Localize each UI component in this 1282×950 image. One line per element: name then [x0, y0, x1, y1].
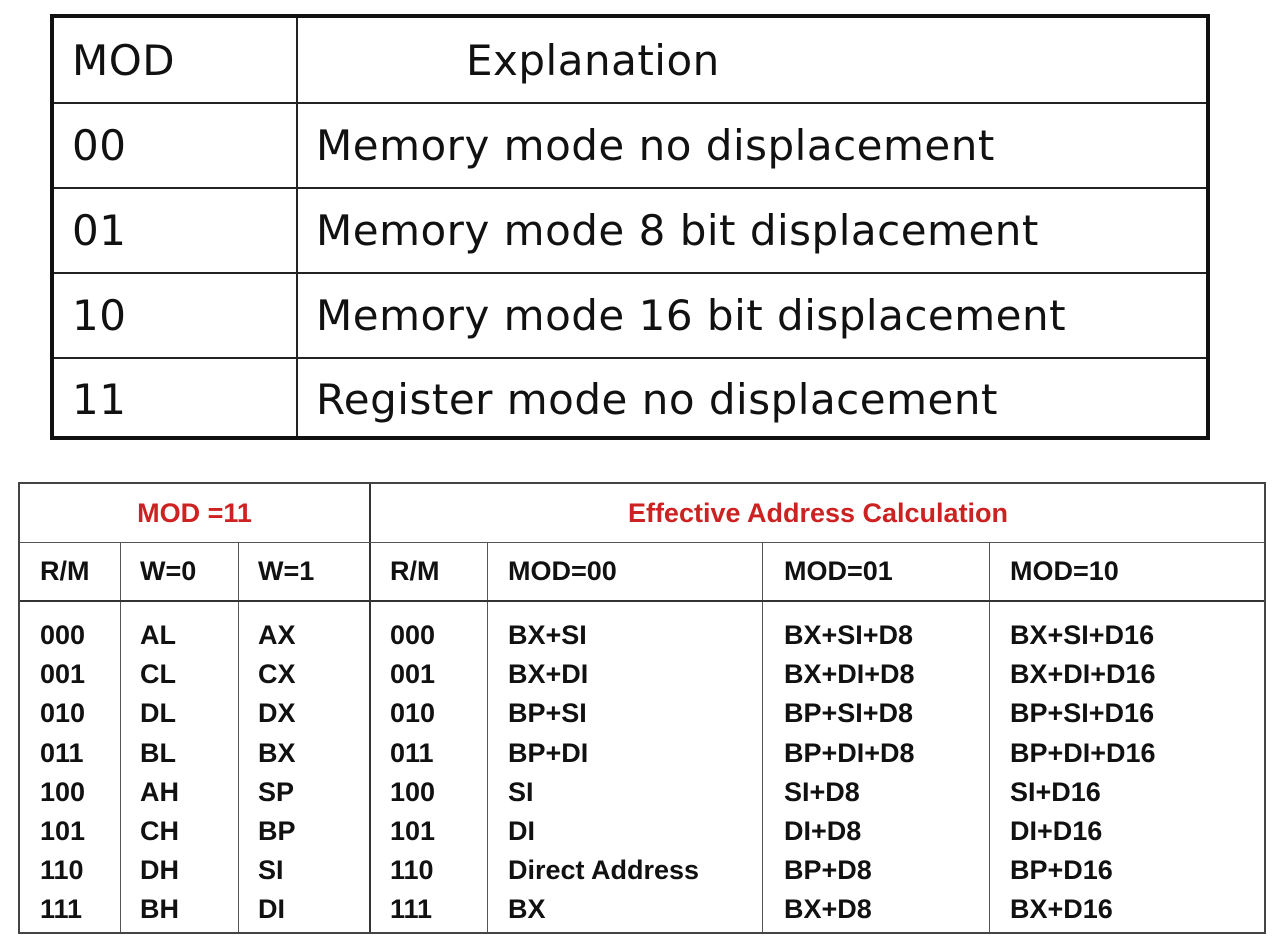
address-formula: BX+D16	[1010, 894, 1113, 925]
mod-header: MOD	[72, 35, 176, 85]
address-formula: BX+SI	[508, 620, 587, 650]
address-formula: BP+DI	[508, 737, 589, 768]
address-formula: DI+D16	[1010, 815, 1103, 846]
byte-register: BL	[140, 737, 176, 768]
mod-value: 00	[72, 121, 127, 170]
address-formula: SI+D16	[1010, 776, 1101, 807]
address-formula: BP+D16	[1010, 855, 1113, 886]
mod-table-row: 11 Register mode no displacement	[54, 357, 1206, 440]
word-register: SI	[258, 855, 284, 886]
rm-code: 000	[390, 620, 436, 650]
w1-column: AX CX DX BX SP BP SI DI	[258, 616, 296, 930]
rm-left-header: R/M	[40, 555, 90, 586]
mod01-column: BX+SI+D8 BX+DI+D8 BP+SI+D8 BP+DI+D8 SI+D…	[784, 616, 915, 930]
rm-code: 111	[40, 894, 83, 925]
byte-register: DL	[140, 698, 176, 729]
address-formula: DI+D8	[784, 815, 862, 846]
address-formula: BX+SI+D16	[1010, 620, 1155, 650]
rm-code: 001	[40, 659, 86, 690]
register-mode-header: MOD =11	[137, 497, 252, 528]
w0-header: W=0	[140, 555, 197, 586]
mod10-header: MOD=10	[1010, 555, 1119, 586]
group-divider	[369, 484, 371, 932]
address-formula: BX+SI+D8	[784, 620, 914, 650]
mod01-header: MOD=01	[784, 555, 893, 586]
mod-value: 10	[72, 291, 127, 340]
address-formula: BX+DI+D8	[784, 659, 915, 690]
address-formula: DI	[508, 815, 535, 846]
word-register: AX	[258, 620, 296, 650]
mod-explanation-table: MOD Explanation 00 Memory mode no displa…	[50, 14, 1210, 440]
column-divider	[762, 542, 763, 932]
word-register: SP	[258, 776, 295, 807]
mod-value: 11	[72, 375, 127, 424]
rm-code: 000	[40, 620, 86, 650]
rm-code: 101	[390, 815, 436, 846]
word-register: DI	[258, 894, 285, 925]
row-divider	[20, 542, 1264, 543]
header-row-divider	[20, 600, 1264, 602]
byte-register: CL	[140, 659, 176, 690]
rm-code: 001	[390, 659, 436, 690]
address-formula: SI	[508, 776, 534, 807]
column-divider	[120, 542, 121, 932]
address-formula: BX	[508, 894, 546, 925]
rm-code: 011	[40, 737, 84, 768]
byte-register: CH	[140, 815, 179, 846]
explanation-header: Explanation	[466, 35, 720, 85]
mod-explanation: Memory mode 16 bit displacement	[316, 291, 1067, 340]
effective-address-table: MOD =11 Effective Address Calculation R/…	[18, 482, 1266, 934]
address-formula: BX+DI+D16	[1010, 659, 1156, 690]
mod-column-divider	[296, 18, 298, 436]
rm-code: 100	[40, 776, 86, 807]
mod-explanation: Register mode no displacement	[316, 375, 998, 424]
rm-code: 110	[390, 855, 434, 886]
rm-code: 011	[390, 737, 434, 768]
rm-code: 110	[40, 855, 84, 886]
column-divider	[487, 542, 488, 932]
mod-explanation: Memory mode no displacement	[316, 121, 995, 170]
mod-table-row: 00 Memory mode no displacement	[54, 102, 1206, 187]
rm-code: 100	[390, 776, 436, 807]
mod00-column: BX+SI BX+DI BP+SI BP+DI SI DI Direct Add…	[508, 616, 699, 930]
mod-table-header-row: MOD Explanation	[54, 18, 1206, 102]
word-register: CX	[258, 659, 296, 690]
address-formula: BP+SI+D16	[1010, 698, 1155, 729]
column-divider	[238, 542, 239, 932]
address-formula: Direct Address	[508, 855, 700, 886]
address-formula: BP+SI	[508, 698, 587, 729]
word-register: DX	[258, 698, 296, 729]
mod-table-row: 01 Memory mode 8 bit displacement	[54, 187, 1206, 272]
rm-code: 101	[40, 815, 86, 846]
word-register: BX	[258, 737, 296, 768]
mod10-column: BX+SI+D16 BX+DI+D16 BP+SI+D16 BP+DI+D16 …	[1010, 616, 1156, 930]
address-formula: BP+DI+D16	[1010, 737, 1156, 768]
mod-explanation: Memory mode 8 bit displacement	[316, 206, 1039, 255]
address-formula: BP+DI+D8	[784, 737, 915, 768]
effective-address-header: Effective Address Calculation	[627, 497, 1009, 528]
w0-column: AL CL DL BL AH CH DH BH	[140, 616, 179, 930]
rm-code: 010	[40, 698, 86, 729]
address-formula: BX+DI	[508, 659, 589, 690]
rm-code: 111	[390, 894, 433, 925]
byte-register: BH	[140, 894, 179, 925]
rm-left-column: 000 001 010 011 100 101 110 111	[40, 616, 85, 930]
rm-code: 010	[390, 698, 436, 729]
address-formula: SI+D8	[784, 776, 860, 807]
address-formula: BP+SI+D8	[784, 698, 914, 729]
word-register: BP	[258, 815, 296, 846]
rm-right-column: 000 001 010 011 100 101 110 111	[390, 616, 435, 930]
w1-header: W=1	[258, 555, 315, 586]
byte-register: DH	[140, 855, 179, 886]
mod00-header: MOD=00	[508, 555, 617, 586]
column-divider	[989, 542, 990, 932]
mod-value: 01	[72, 206, 127, 255]
address-formula: BX+D8	[784, 894, 872, 925]
byte-register: AL	[140, 620, 176, 650]
mod-table-row: 10 Memory mode 16 bit displacement	[54, 272, 1206, 357]
rm-right-header: R/M	[390, 555, 440, 586]
byte-register: AH	[140, 776, 179, 807]
address-formula: BP+D8	[784, 855, 872, 886]
